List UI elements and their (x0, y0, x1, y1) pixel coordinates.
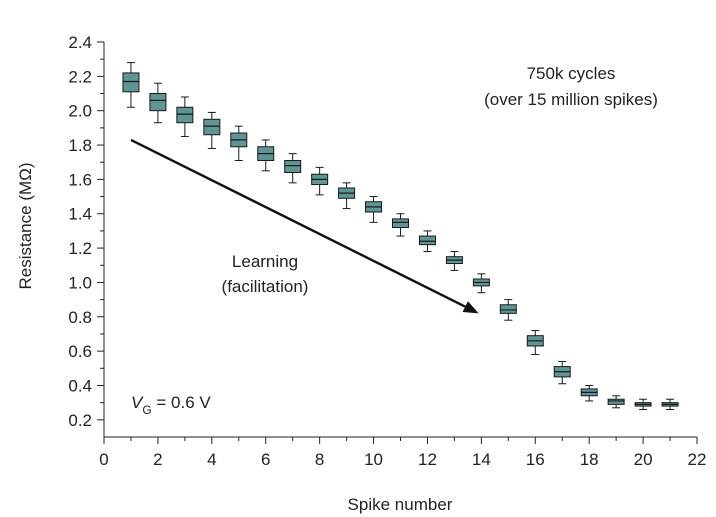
gate-voltage-symbol: V (131, 393, 144, 412)
x-axis-ticks: 0 2 4 6 8 10 12 14 16 18 20 22 (99, 437, 706, 469)
box-item (553, 360, 571, 385)
x-tick-label: 12 (418, 450, 437, 469)
box-item (526, 330, 544, 356)
box-item (338, 182, 356, 210)
x-tick-label: 2 (153, 450, 162, 469)
arrow-head (462, 301, 479, 314)
y-tick-label: 0.6 (68, 342, 92, 361)
y-tick-label: 2.0 (68, 102, 92, 121)
gate-voltage-value: = 0.6 V (152, 393, 212, 412)
box-item (176, 96, 194, 137)
y-tick-label: 1.8 (68, 136, 92, 155)
box-item (580, 384, 598, 402)
cycles-annotation-line-2: (over 15 million spikes) (484, 90, 658, 109)
y-tick-label: 2.2 (68, 67, 92, 86)
box-item (149, 82, 167, 124)
x-tick-label: 4 (207, 450, 216, 469)
box-body (149, 93, 167, 112)
y-tick-label: 1.4 (68, 205, 92, 224)
x-tick-label: 22 (688, 450, 707, 469)
learning-annotation-line-2: (facilitation) (222, 277, 309, 296)
box-body (607, 398, 625, 405)
box-body (392, 218, 409, 228)
x-tick-label: 20 (634, 450, 653, 469)
box-item (445, 251, 463, 271)
y-tick-label: 2.4 (68, 33, 92, 52)
box-item (284, 153, 302, 184)
box-item (365, 196, 383, 223)
arrow-shaft (130, 138, 466, 308)
gate-voltage-subscript: G (142, 403, 151, 417)
x-tick-label: 0 (99, 450, 108, 469)
y-tick-label: 0.8 (68, 308, 92, 327)
box-item (257, 139, 275, 172)
x-tick-label: 10 (364, 450, 383, 469)
box-body (176, 106, 194, 124)
box-item (203, 111, 221, 149)
x-tick-label: 14 (472, 450, 491, 469)
gate-voltage-annotation: VG = 0.6 V (131, 393, 211, 417)
box-body (499, 304, 517, 314)
y-tick-label: 1.2 (68, 239, 92, 258)
box-item (499, 299, 517, 321)
box-body (418, 235, 436, 246)
y-axis-label: Resistance (MΩ) (16, 162, 35, 289)
box-item (418, 230, 436, 253)
box-item (472, 273, 490, 294)
box-body (203, 118, 221, 136)
y-tick-label: 0.4 (68, 376, 92, 395)
y-axis-ticks: 0.2 0.4 0.6 0.8 1.0 1.2 1.4 1.6 1.8 2.0 2.2 2.4 (68, 33, 104, 430)
box-series (122, 62, 679, 411)
box-item (230, 125, 248, 161)
learning-annotation-line-1: Learning (232, 252, 298, 271)
box-item (122, 62, 140, 108)
box-body (284, 160, 302, 174)
cycles-annotation-line-1: 750k cycles (527, 64, 616, 83)
y-tick-label: 0.2 (68, 411, 92, 430)
box-item (607, 395, 625, 409)
x-tick-label: 8 (315, 450, 324, 469)
box-body (122, 72, 140, 93)
box-item (661, 398, 679, 411)
y-tick-label: 1.6 (68, 170, 92, 189)
x-tick-label: 18 (580, 450, 599, 469)
x-tick-label: 6 (261, 450, 270, 469)
box-item (311, 166, 329, 196)
x-tick-label: 16 (526, 450, 545, 469)
box-item (634, 398, 652, 411)
learning-arrow (130, 138, 479, 314)
box-item (392, 213, 409, 237)
x-axis-label: Spike number (348, 495, 453, 514)
y-tick-label: 1.0 (68, 273, 92, 292)
